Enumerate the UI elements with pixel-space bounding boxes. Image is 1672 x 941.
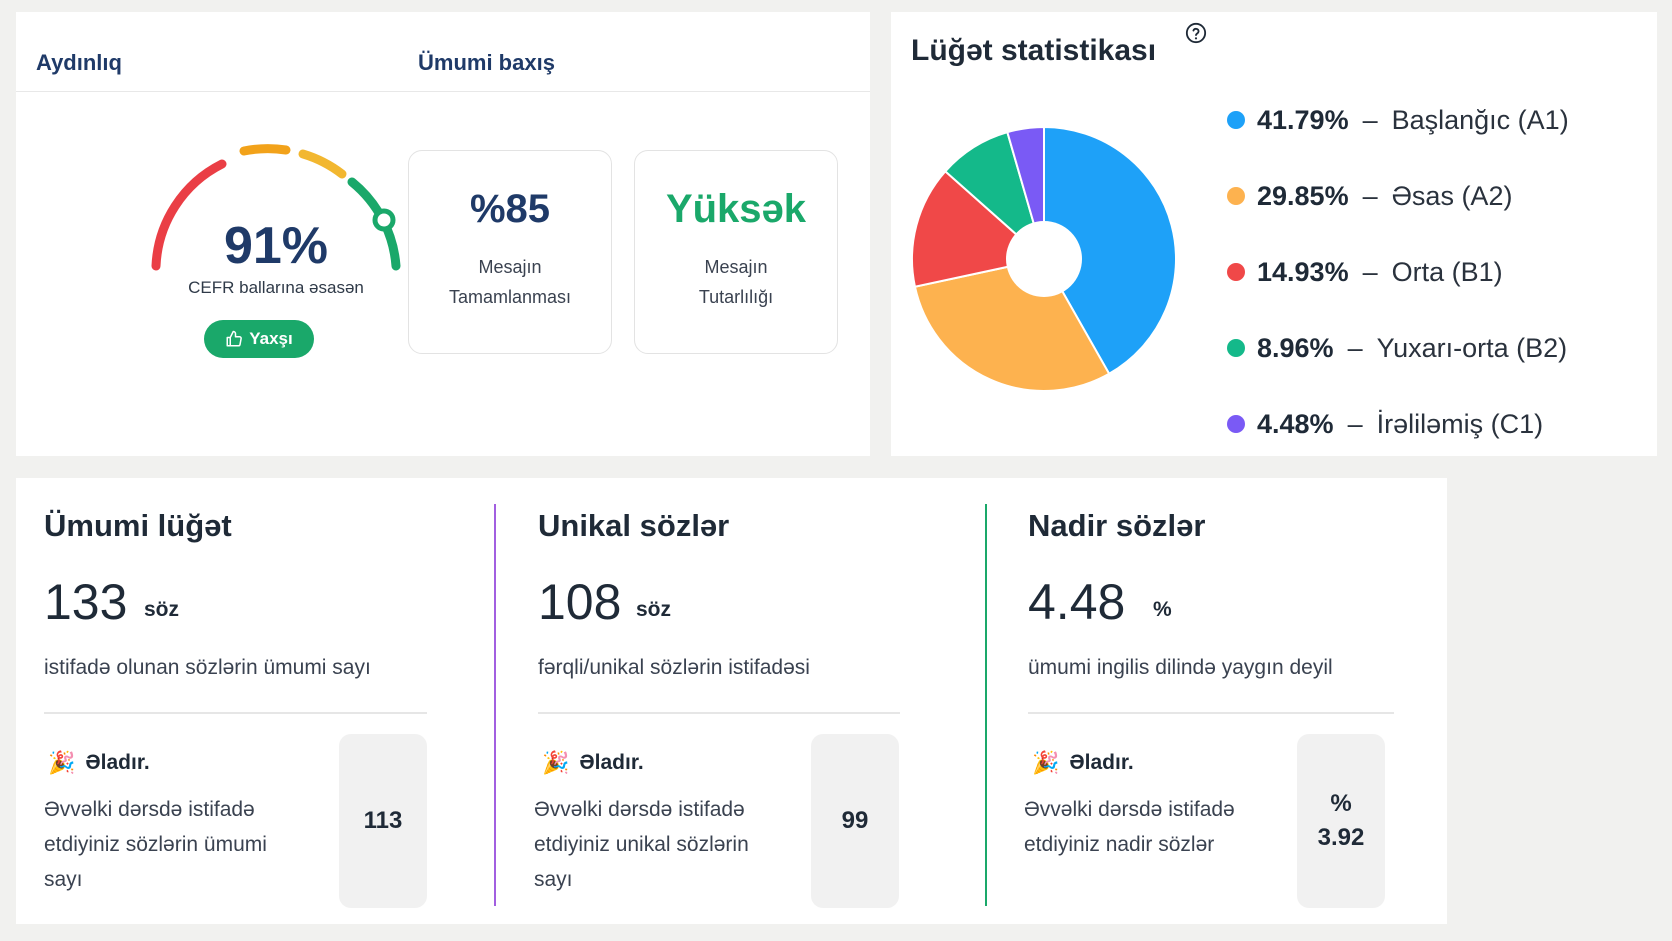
rating-badge-label: Yaxşı	[249, 329, 293, 348]
legend-separator: –	[1347, 332, 1363, 363]
clarity-score: 91%	[223, 217, 329, 275]
rating-badge: Yaxşı	[204, 320, 314, 358]
legend-item: 4.48% – İrəliləmiş (C1)	[1227, 386, 1569, 462]
prev-lesson-heading-text: Əladır.	[1069, 751, 1134, 774]
section-value: 108	[538, 574, 622, 630]
legend-label: Əsas (A2)	[1391, 180, 1513, 211]
clarity-caption: CEFR ballarına əsasən	[188, 278, 364, 297]
party-popper-icon: 🎉	[542, 750, 570, 775]
total-vocab-section: Ümumi lüğət 133 söz istifadə olunan sözl…	[16, 478, 466, 924]
help-icon[interactable]	[1185, 22, 1207, 44]
section-description: ümumi ingilis dilində yaygın deyil	[1028, 656, 1333, 679]
section-title: Ümumi lüğət	[44, 508, 232, 543]
metric-value: Yüksək	[665, 187, 807, 231]
section-description: fərqli/unikal sözlərin istifadəsi	[538, 656, 810, 679]
legend-label: İrəliləmiş (C1)	[1376, 408, 1544, 439]
legend-dot	[1227, 339, 1245, 357]
prev-lesson-value-box: % 3.92	[1297, 734, 1385, 908]
section-description: istifadə olunan sözlərin ümumi sayı	[44, 656, 371, 679]
prev-lesson-description: Əvvəlki dərsdə istifadə etdiyiniz unikal…	[534, 798, 749, 891]
clarity-gauge	[151, 144, 401, 271]
legend-separator: –	[1362, 256, 1378, 287]
prev-lesson-heading-text: Əladır.	[579, 751, 644, 774]
legend-item: 41.79% – Başlanğıc (A1)	[1227, 82, 1569, 158]
prev-lesson-value: 113	[363, 807, 403, 834]
legend-label: Başlanğıc (A1)	[1391, 104, 1569, 135]
legend-label: Orta (B1)	[1391, 256, 1503, 287]
legend-label: Yuxarı-orta (B2)	[1376, 332, 1568, 363]
legend-dot	[1227, 187, 1245, 205]
legend-dot	[1227, 111, 1245, 129]
prev-lesson-value: 99	[841, 807, 869, 834]
gauge-segment-yellow	[298, 149, 347, 179]
vocab-pie-chart	[911, 125, 1177, 392]
prev-lesson-unit: %	[1330, 790, 1352, 817]
party-popper-icon: 🎉	[1032, 750, 1060, 775]
section-title: Nadir sözlər	[1028, 508, 1206, 543]
section-separator-purple	[494, 504, 496, 906]
party-popper-icon: 🎉	[48, 750, 76, 775]
tab-overview[interactable]: Ümumi baxış	[418, 50, 555, 75]
legend-percent: 8.96%	[1257, 332, 1334, 363]
section-title: Unikal sözlər	[538, 508, 730, 543]
tab-clarity[interactable]: Aydınlıq	[36, 50, 122, 75]
metric-label: Mesajın Tutarlılığı	[698, 257, 774, 307]
tab-divider	[16, 91, 870, 92]
metric-label: Mesajın Tamamlanması	[448, 257, 572, 307]
legend-item: 29.85% – Əsas (A2)	[1227, 158, 1569, 234]
clarity-card: Aydınlıq Ümumi baxış 91% CEFR ballarına …	[16, 12, 870, 456]
prev-lesson-description: Əvvəlki dərsdə istifadə etdiyiniz sözlər…	[44, 798, 267, 891]
prev-lesson-heading: 🎉 Əladır.	[1032, 750, 1134, 776]
metric-value: %85	[469, 187, 551, 231]
vocab-summary-card: Ümumi lüğət 133 söz istifadə olunan sözl…	[16, 478, 1447, 924]
prev-lesson-heading-text: Əladır.	[85, 751, 150, 774]
unique-words-section: Unikal sözlər 108 söz fərqli/unikal sözl…	[496, 478, 946, 924]
rare-words-section: Nadir sözlər 4.48 % ümumi ingilis dilind…	[987, 478, 1437, 924]
prev-lesson-heading: 🎉 Əladır.	[48, 750, 150, 776]
metric-card-coherence: Yüksək Mesajın Tutarlılığı	[634, 150, 838, 354]
legend-item: 14.93% – Orta (B1)	[1227, 234, 1569, 310]
legend-percent: 14.93%	[1257, 256, 1349, 287]
prev-lesson-value-box: 113	[339, 734, 427, 908]
legend-percent: 4.48%	[1257, 408, 1334, 439]
legend-item: 8.96% – Yuxarı-orta (B2)	[1227, 310, 1569, 386]
legend-dot	[1227, 415, 1245, 433]
prev-lesson-heading: 🎉 Əladır.	[542, 750, 644, 776]
section-unit: söz	[144, 598, 180, 621]
vocab-stats-title: Lüğət statistikası	[911, 34, 1157, 67]
gauge-marker	[372, 208, 396, 232]
section-unit: söz	[636, 598, 672, 621]
legend-separator: –	[1347, 408, 1363, 439]
prev-lesson-value-box: 99	[811, 734, 899, 908]
section-unit: %	[1153, 598, 1172, 621]
section-divider	[1028, 712, 1394, 714]
section-separator-green	[985, 504, 987, 906]
thumbs-up-icon	[226, 330, 243, 347]
prev-lesson-value: 3.92	[1317, 824, 1365, 851]
legend-dot	[1227, 263, 1245, 281]
section-divider	[538, 712, 900, 714]
pie-legend: 41.79% – Başlanğıc (A1) 29.85% – Əsas (A2) 14.…	[1227, 82, 1569, 462]
legend-separator: –	[1362, 104, 1378, 135]
prev-lesson-description: Əvvəlki dərsdə istifadə etdiyiniz nadir …	[1024, 798, 1235, 856]
section-value: 4.48	[1028, 574, 1126, 630]
vocab-stats-card: Lüğət statistikası 41.79% – Başlanğıc (A1)…	[891, 12, 1657, 456]
pie-hole	[1006, 221, 1082, 297]
legend-percent: 41.79%	[1257, 104, 1349, 135]
metric-card-completion: %85 Mesajın Tamamlanması	[408, 150, 612, 354]
pie-slice-0	[1043, 125, 1177, 376]
legend-percent: 29.85%	[1257, 180, 1349, 211]
section-value: 133	[44, 574, 128, 630]
section-divider	[44, 712, 427, 714]
gauge-segment-red	[151, 159, 227, 271]
gauge-segment-orange	[239, 144, 291, 156]
legend-separator: –	[1362, 180, 1378, 211]
